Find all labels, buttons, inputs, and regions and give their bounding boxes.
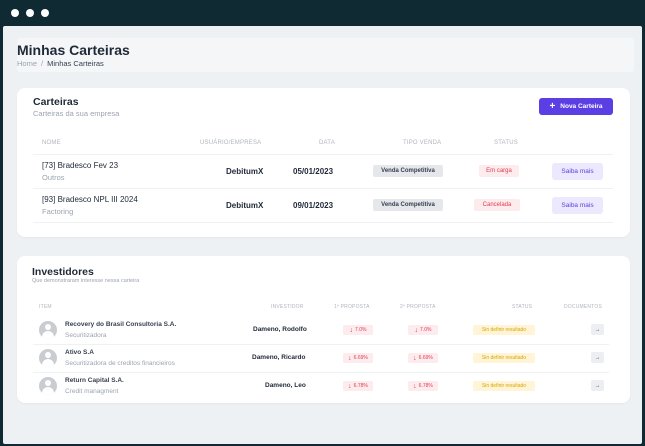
carteira-name: [93] Bradesco NPL III 2024 xyxy=(42,195,138,204)
investor-type: Securitizadora de creditos financieiros xyxy=(65,360,175,367)
investor-name: Dameno, Ricardo xyxy=(252,354,306,361)
user-avatar-icon xyxy=(39,321,57,339)
carteiras-card xyxy=(17,88,630,237)
carteira-category: Factoring xyxy=(42,207,74,216)
investor-name: Dameno, Rodolfo xyxy=(253,326,307,333)
saiba-mais-button[interactable]: Saiba mais xyxy=(552,163,603,180)
column-header-documentos: DOCUMENTOS xyxy=(564,304,603,310)
window-dot-icon[interactable] xyxy=(26,9,34,17)
page-header: Minhas Carteiras Home / Minhas Carteiras xyxy=(17,38,634,72)
arrow-right-icon[interactable]: → xyxy=(591,380,604,391)
window-dot-icon[interactable] xyxy=(41,9,49,17)
investor-type: Securitizadora xyxy=(65,332,107,339)
tipo-venda-badge: Venda Competitiva xyxy=(373,165,443,177)
breadcrumb-home[interactable]: Home xyxy=(17,59,38,68)
carteira-category: Outros xyxy=(42,173,65,182)
proposta-1-badge: ↓ 6.78% xyxy=(343,381,373,391)
investor-company: Recovery do Brasil Consultoria S.A. xyxy=(65,321,177,328)
row-divider xyxy=(33,372,609,373)
row-divider xyxy=(33,344,609,345)
row-divider xyxy=(33,222,613,223)
breadcrumb: Home / Minhas Carteiras xyxy=(17,59,104,68)
investor-name: Dameno, Leo xyxy=(265,382,306,389)
proposta-2-badge: ↓ 6.78% xyxy=(408,381,438,391)
arrow-down-icon: ↓ xyxy=(349,326,354,334)
nova-carteira-label: Nova Carteira xyxy=(560,103,603,110)
arrow-down-icon: ↓ xyxy=(414,326,419,334)
arrow-down-icon: ↓ xyxy=(348,382,352,390)
status-badge: Cancelada xyxy=(474,199,520,211)
tipo-venda-badge: Venda Competitiva xyxy=(373,199,443,211)
column-header-usuario: USUÁRIO/EMPRESA xyxy=(200,140,262,146)
investor-company: Return Capital S.A. xyxy=(65,377,124,384)
nova-carteira-button[interactable]: + Nova Carteira xyxy=(539,98,613,115)
carteira-date: 09/01/2023 xyxy=(293,201,334,210)
arrow-down-icon: ↓ xyxy=(413,354,417,362)
carteiras-subtitle: Carteiras da sua empresa xyxy=(33,109,120,118)
column-header-status: STATUS xyxy=(512,304,533,310)
investidores-subtitle: Que demonstraram interesse nessa carteir… xyxy=(32,278,140,284)
breadcrumb-current: Minhas Carteiras xyxy=(47,59,104,68)
saiba-mais-button[interactable]: Saiba mais xyxy=(552,197,603,214)
column-header-nome: NOME xyxy=(42,140,61,146)
window-dot-icon[interactable] xyxy=(11,9,19,17)
column-header-tipo-venda: TIPO VENDA xyxy=(403,140,442,146)
carteira-user: DebitumX xyxy=(226,167,264,176)
page-title: Minhas Carteiras xyxy=(17,42,130,58)
plus-icon: + xyxy=(549,100,556,112)
user-avatar-icon xyxy=(39,349,57,367)
proposta-2-badge: ↓ 6.69% xyxy=(408,353,438,363)
column-header-item: ITEM xyxy=(39,304,52,310)
column-header-proposta-2: 2º PROPOSTA xyxy=(400,304,436,310)
carteira-name: [73] Bradesco Fev 23 xyxy=(42,161,119,170)
window-titlebar xyxy=(0,0,645,26)
row-divider xyxy=(33,188,613,189)
column-header-investidor: INVESTIDOR xyxy=(271,304,304,310)
status-badge: Em carga xyxy=(479,165,519,177)
status-badge: Sin definir resultado xyxy=(473,381,535,391)
investor-company: Ativo S.A xyxy=(65,349,94,356)
user-avatar-icon xyxy=(39,377,57,395)
investor-type: Credit managment xyxy=(65,388,119,395)
arrow-right-icon[interactable]: → xyxy=(591,324,604,335)
row-divider xyxy=(33,154,613,155)
proposta-1-badge: ↓ 7.0% xyxy=(343,325,373,335)
status-badge: Sin definir resultado xyxy=(473,353,535,363)
app-frame: Minhas Carteiras Home / Minhas Carteiras C… xyxy=(3,26,642,444)
proposta-1-badge: ↓ 6.69% xyxy=(343,353,373,363)
arrow-down-icon: ↓ xyxy=(348,354,352,362)
status-badge: Sin definir resultado xyxy=(473,325,535,335)
investidores-title: Investidores xyxy=(32,266,94,278)
arrow-right-icon[interactable]: → xyxy=(591,352,604,363)
arrow-down-icon: ↓ xyxy=(413,382,417,390)
carteira-date: 05/01/2023 xyxy=(293,167,334,176)
proposta-2-badge: ↓ 7.0% xyxy=(408,325,438,335)
column-header-data: DATA xyxy=(319,140,335,146)
column-header-proposta-1: 1º PROPOSTA xyxy=(334,304,370,310)
column-header-status: STATUS xyxy=(494,140,518,146)
breadcrumb-separator: / xyxy=(41,59,44,68)
carteira-user: DebitumX xyxy=(226,201,264,210)
carteiras-title: Carteiras xyxy=(33,96,79,108)
